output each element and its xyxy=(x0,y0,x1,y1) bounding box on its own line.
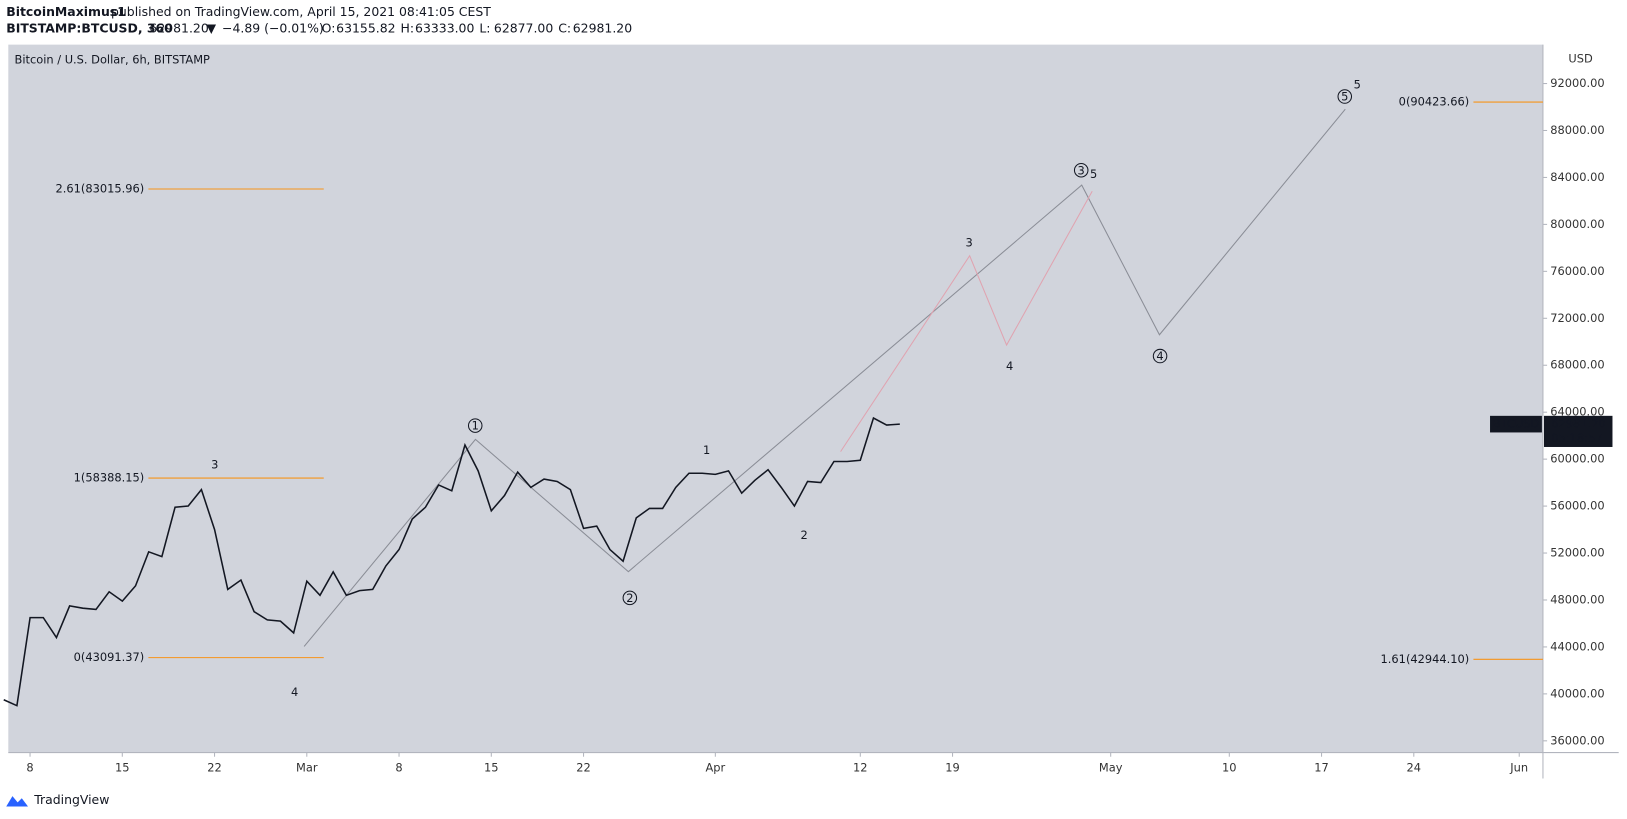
symbol: BITSTAMP:BTCUSD, 360 xyxy=(6,21,173,36)
x-tick-label: 10 xyxy=(1222,761,1237,775)
y-unit: USD xyxy=(1568,52,1593,66)
ohlc-key: C: xyxy=(558,21,571,36)
wave-circle xyxy=(1337,89,1353,104)
last: 62981.20 xyxy=(149,21,208,36)
ohlc-key: L: xyxy=(479,21,490,36)
y-tick-label: 80000.00 xyxy=(1550,217,1604,231)
line xyxy=(303,108,1346,647)
published: published on TradingView.com, April 15, … xyxy=(111,4,491,19)
wave-circle-label: 1 xyxy=(472,419,479,433)
wave-circle xyxy=(1073,162,1089,178)
wave-label: 5 xyxy=(1354,78,1361,92)
x-tick-label: 24 xyxy=(1407,761,1422,775)
wave-circle-label: 4 xyxy=(1156,349,1163,363)
wave-circle xyxy=(467,418,483,433)
plot: 36000.00 40000.00 44000.00 48000.00 52000.00… xyxy=(3,76,1613,775)
brand: TradingView xyxy=(33,792,109,807)
y-tick-label: 44000.00 xyxy=(1550,639,1604,653)
fib-label: 1(58388.15) xyxy=(74,471,145,485)
wave-circle-label: 5 xyxy=(1341,90,1348,104)
ohlc-value: 62877.00 xyxy=(494,21,553,36)
x-tick-label: Jun xyxy=(1509,761,1528,775)
minor-wave-label: 4 xyxy=(1006,359,1013,373)
x-tick-label: May xyxy=(1099,761,1123,775)
x-tick-label: 17 xyxy=(1314,761,1329,775)
chart-title: Bitcoin / U.S. Dollar, 6h, BITSTAMP xyxy=(15,53,211,67)
ohlc: O: 63155.82 H: 63333.00 L: 62877.00 C: 62981.20 xyxy=(322,21,633,36)
plot-area xyxy=(8,44,1543,753)
circled-labels: 1 2 3 4 5 xyxy=(467,89,1353,606)
y-tick-label: 64000.00 xyxy=(1550,405,1604,419)
minor-wave-label: 1 xyxy=(703,443,710,457)
wave-label: 4 xyxy=(291,685,298,699)
y-tick-label: 56000.00 xyxy=(1550,499,1604,513)
x-tick-label: 19 xyxy=(945,761,960,775)
y-tick-label: 76000.00 xyxy=(1550,264,1604,278)
ohlc-value: 63155.82 xyxy=(336,21,395,36)
x-tick-label: 12 xyxy=(853,761,868,775)
x-tick-label: 8 xyxy=(395,761,402,775)
y-tick-label: 72000.00 xyxy=(1550,311,1604,325)
change: −4.89 (−0.01%) xyxy=(222,21,324,36)
wave-circle xyxy=(1152,348,1168,364)
wave-circle-label: 2 xyxy=(626,591,633,605)
y-tick-label: 60000.00 xyxy=(1550,452,1604,466)
x-tick-label: 22 xyxy=(576,761,591,775)
ohlc-value: 63333.00 xyxy=(415,21,474,36)
wave-label: 3 xyxy=(211,458,218,472)
author: BitcoinMaximus1 xyxy=(6,4,126,19)
y-tick-label: 36000.00 xyxy=(1550,733,1604,747)
fib-label: 0(43091.37) xyxy=(74,650,145,664)
y-tick-label: 40000.00 xyxy=(1550,686,1604,700)
price-tag xyxy=(1543,415,1613,447)
minor-wave-label: 3 xyxy=(966,235,973,249)
wave-circle-label: 3 xyxy=(1078,163,1085,177)
x-tick-label: 15 xyxy=(484,761,499,775)
symbol-tag xyxy=(1490,415,1542,433)
minor-wave-label: 2 xyxy=(801,528,808,542)
minor-labels: 1 2 3 4 5 xyxy=(703,167,1097,542)
minor-wave-label: 5 xyxy=(1090,167,1097,181)
y-tick-label: 92000.00 xyxy=(1550,76,1604,90)
x-tick-label: Apr xyxy=(705,761,725,775)
x-tick-label: Mar xyxy=(296,761,318,775)
ohlc-key: H: xyxy=(401,21,415,36)
x-tick-label: 15 xyxy=(115,761,130,775)
y-tick-label: 68000.00 xyxy=(1550,358,1604,372)
line xyxy=(840,190,1093,452)
down-arrow: ▼ xyxy=(206,21,216,36)
countdown: 05:18:57 xyxy=(1551,431,1602,445)
symbol-tag-label: BTCUSD xyxy=(1493,417,1540,431)
fib-label: 2.61(83015.96) xyxy=(56,181,145,195)
fib-label: 0(90423.66) xyxy=(1399,95,1470,109)
line xyxy=(3,416,900,707)
price-tag-label: 62981.20 xyxy=(1551,417,1605,431)
ohlc-value: 62981.20 xyxy=(573,21,632,36)
logo xyxy=(6,796,29,807)
y-tick-label: 52000.00 xyxy=(1550,546,1604,560)
fib-label: 1.61(42944.10) xyxy=(1381,652,1470,666)
x-tick-label: 22 xyxy=(207,761,222,775)
wave-circle xyxy=(622,590,638,606)
x-tick-label: 8 xyxy=(26,761,33,775)
y-tick-label: 88000.00 xyxy=(1550,123,1604,137)
ohlc-key: O: xyxy=(322,21,336,36)
y-tick-label: 48000.00 xyxy=(1550,592,1604,606)
y-tick-label: 84000.00 xyxy=(1550,170,1604,184)
